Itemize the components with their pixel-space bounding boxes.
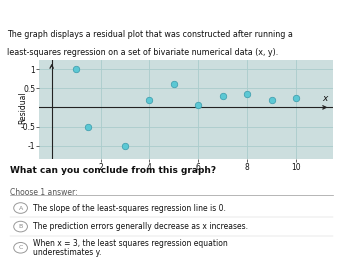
Text: The prediction errors generally decrease as x increases.: The prediction errors generally decrease… — [33, 222, 248, 231]
Text: x: x — [323, 94, 328, 103]
Text: B: B — [19, 224, 23, 229]
Point — [269, 98, 274, 102]
Point — [245, 92, 250, 96]
Point — [171, 82, 177, 87]
Point — [85, 124, 91, 129]
Point — [73, 67, 79, 71]
Text: The graph displays a residual plot that was constructed after running a: The graph displays a residual plot that … — [7, 30, 293, 39]
Text: Khan Academy: Khan Academy — [131, 6, 212, 16]
Text: C: C — [19, 245, 23, 250]
Text: When x = 3, the least squares regression equation: When x = 3, the least squares regression… — [33, 239, 227, 248]
Point — [196, 103, 201, 108]
Text: A: A — [19, 206, 23, 210]
Point — [122, 144, 128, 148]
Point — [293, 96, 299, 100]
Text: What can you conclude from this graph?: What can you conclude from this graph? — [10, 166, 216, 175]
Text: least-squares regression on a set of bivariate numerical data (x, y).: least-squares regression on a set of biv… — [7, 48, 278, 56]
Text: The slope of the least-squares regression line is 0.: The slope of the least-squares regressio… — [33, 204, 225, 213]
Text: Choose 1 answer:: Choose 1 answer: — [10, 188, 78, 197]
Text: Residual: Residual — [18, 91, 27, 124]
Point — [220, 94, 225, 98]
Point — [147, 98, 152, 102]
Text: underestimates y.: underestimates y. — [33, 248, 101, 257]
